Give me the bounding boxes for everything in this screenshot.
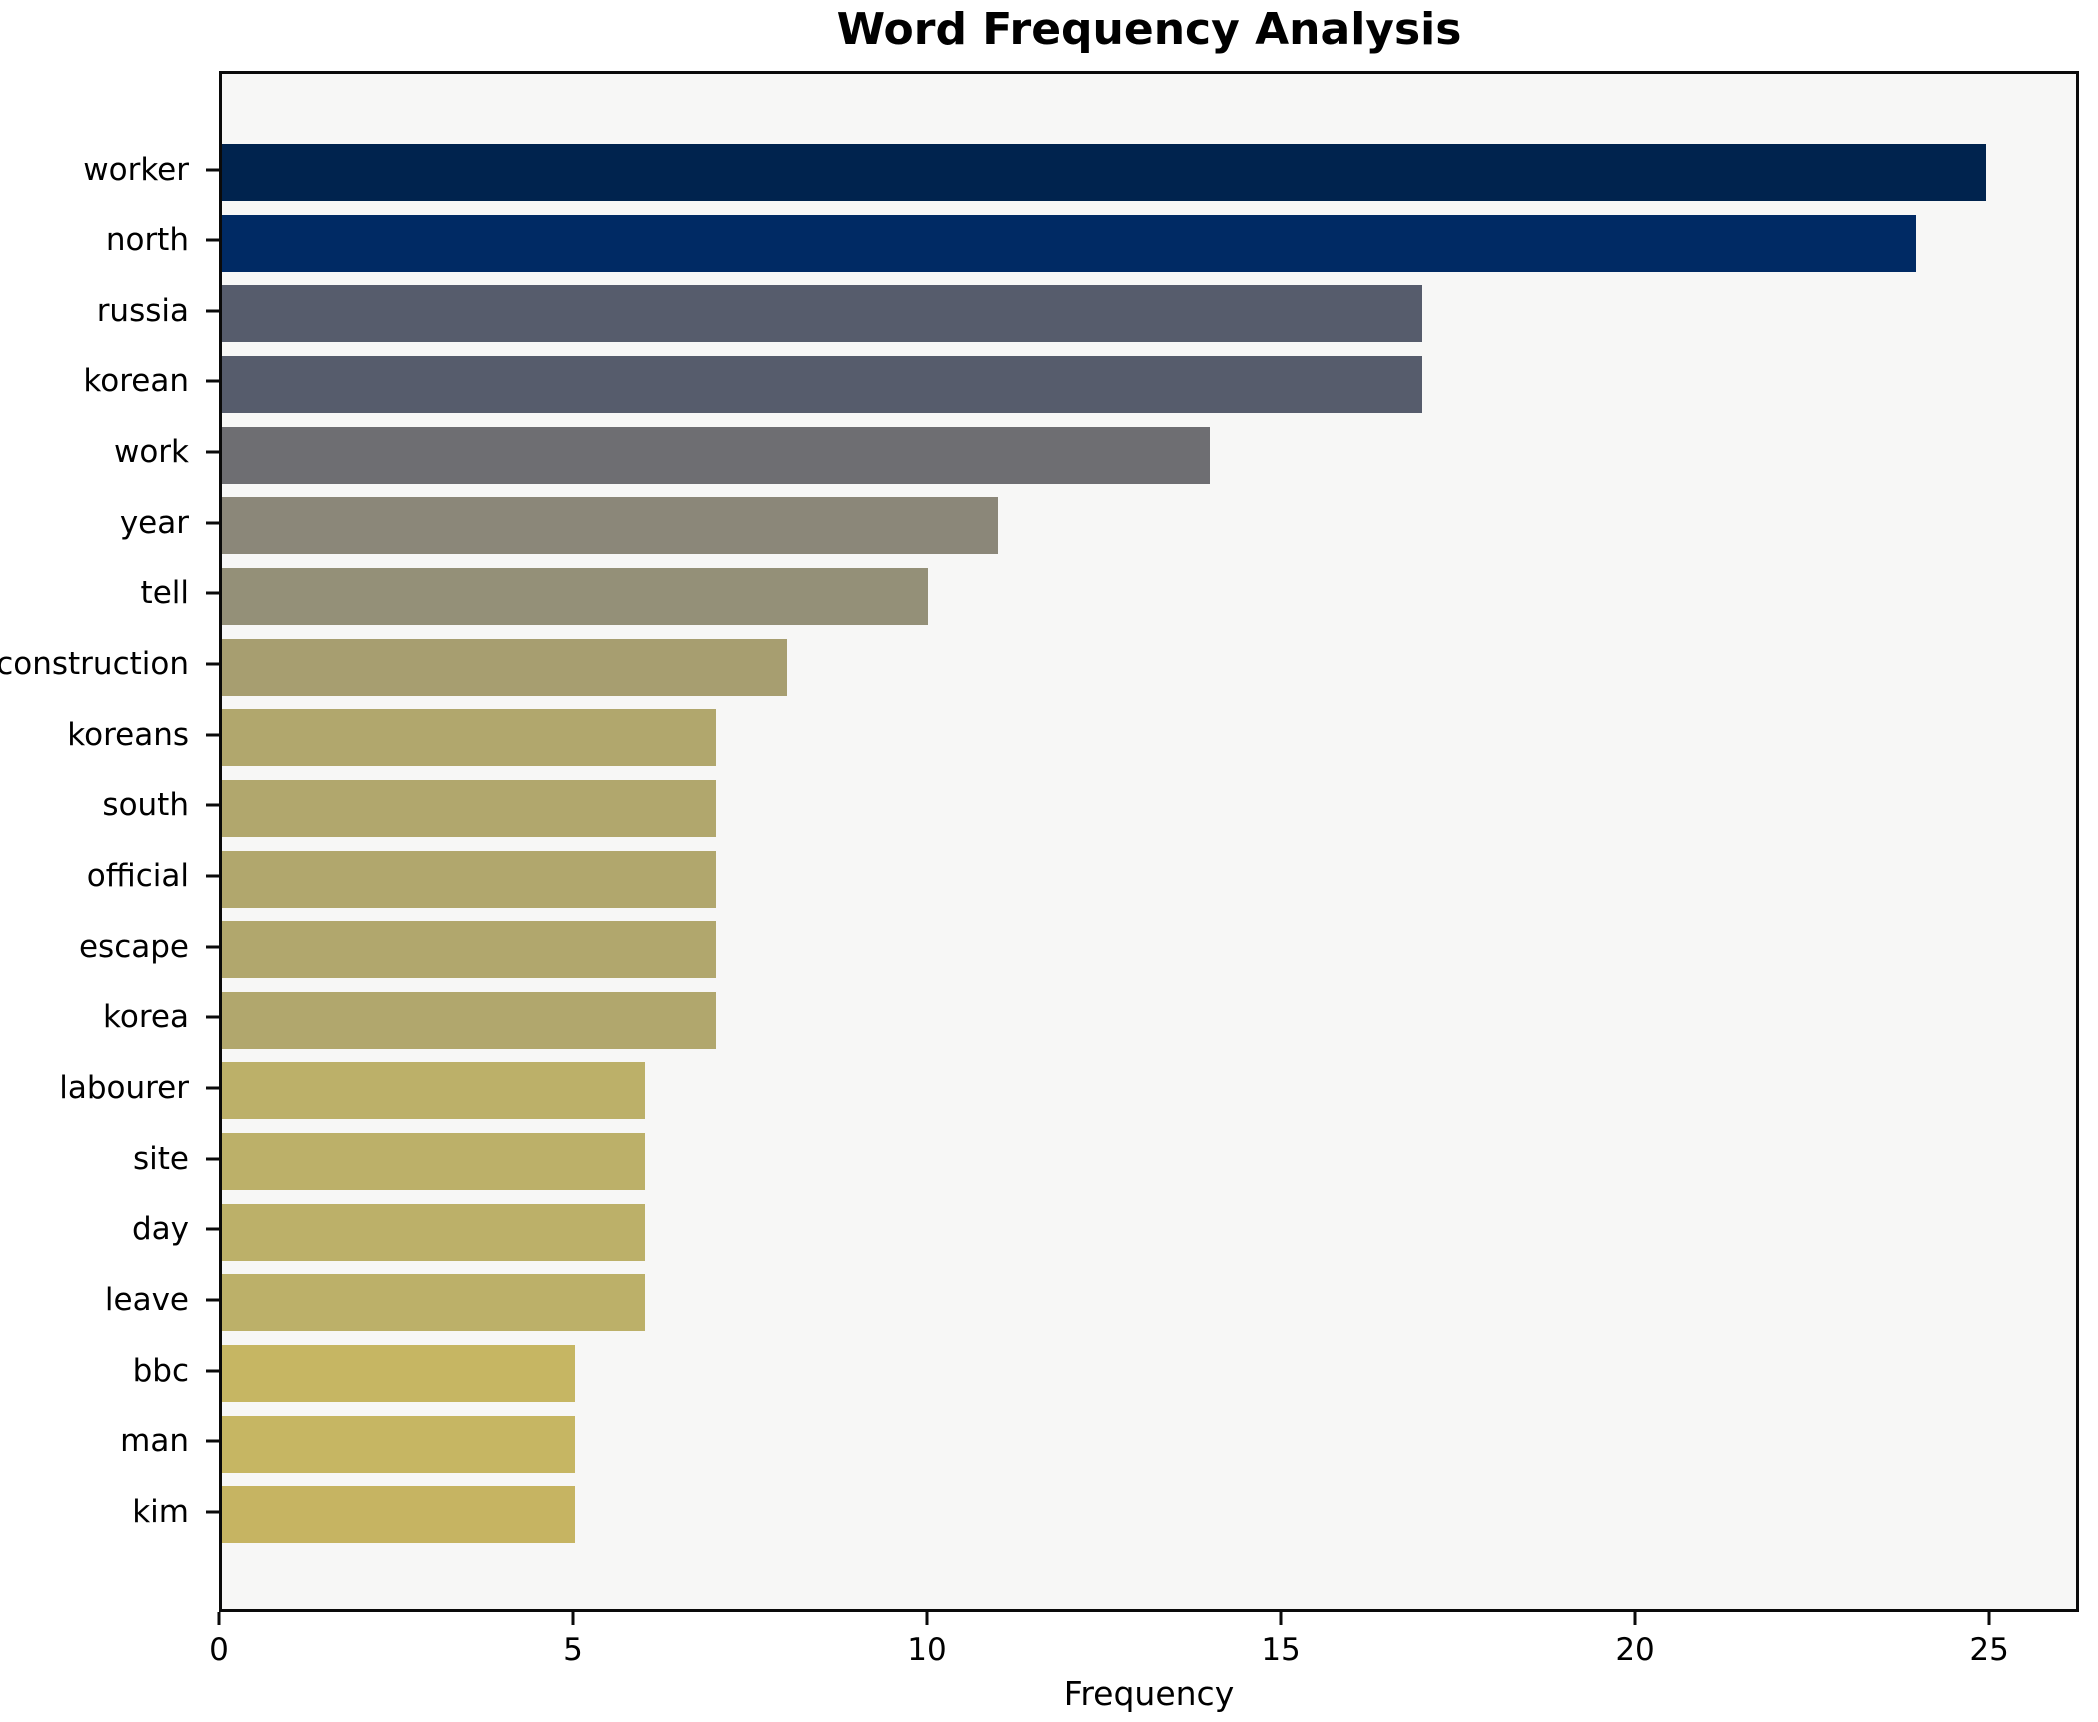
y-tick-label-day: day	[131, 1211, 189, 1248]
bar-official	[222, 850, 717, 908]
bar-koreans	[222, 709, 717, 767]
bar-worker	[222, 144, 1987, 201]
y-tick-label-north: north	[105, 222, 189, 259]
y-tick-mark	[206, 1227, 219, 1231]
y-tick-mark	[206, 945, 219, 949]
bar-russia	[222, 285, 1422, 343]
x-tick-label-20: 20	[1615, 1632, 1655, 1668]
bar-south	[222, 779, 717, 837]
y-tick-mark	[206, 1157, 219, 1161]
bar-work	[222, 426, 1211, 484]
y-tick-mark	[206, 1298, 219, 1302]
y-tick-label-leave: leave	[104, 1281, 189, 1318]
y-tick-mark	[206, 591, 219, 595]
bar-korean	[222, 355, 1422, 413]
bar-labourer	[222, 1062, 646, 1120]
y-tick-label-russia: russia	[96, 292, 189, 329]
bar-construction	[222, 638, 787, 696]
y-tick-mark	[206, 521, 219, 525]
y-tick-label-work: work	[113, 434, 189, 471]
y-tick-mark	[206, 874, 219, 878]
x-tick-label-15: 15	[1261, 1632, 1301, 1668]
y-tick-mark	[206, 1439, 219, 1443]
y-tick-label-official: official	[86, 858, 189, 894]
y-tick-label-bbc: bbc	[132, 1352, 189, 1389]
bar-tell	[222, 567, 928, 625]
y-tick-mark	[206, 733, 219, 737]
y-tick-label-kim: kim	[132, 1493, 189, 1530]
y-tick-label-construction: construction	[0, 646, 189, 683]
x-axis: 0 5 10 15 20 25 Frequency	[209, 1612, 2079, 1722]
x-tick-label-25: 25	[1969, 1632, 2009, 1668]
x-tick-label-10: 10	[907, 1632, 947, 1668]
y-tick-label-korea: korea	[103, 999, 189, 1036]
bar-korea	[222, 991, 717, 1049]
bar-escape	[222, 921, 717, 979]
x-tick-mark	[1987, 1612, 1991, 1625]
chart-title: Word Frequency Analysis	[836, 4, 1462, 55]
y-tick-mark	[206, 662, 219, 666]
y-tick-label-south: south	[102, 787, 189, 824]
y-tick-mark	[206, 1510, 219, 1514]
x-tick-label-0: 0	[209, 1632, 229, 1668]
bar-bbc	[222, 1345, 575, 1403]
plot-area	[219, 71, 2079, 1612]
y-tick-mark	[206, 379, 219, 383]
y-tick-mark	[206, 1086, 219, 1090]
y-tick-label-koreans: koreans	[67, 716, 189, 753]
x-tick-mark	[571, 1612, 575, 1625]
y-tick-mark	[206, 803, 219, 807]
y-tick-mark	[206, 238, 219, 242]
y-axis: worker north russia korean work year tell const…	[0, 71, 219, 1612]
x-tick-mark	[217, 1612, 221, 1625]
y-tick-label-tell: tell	[140, 575, 189, 612]
y-tick-mark	[206, 168, 219, 171]
y-tick-label-site: site	[133, 1140, 189, 1177]
y-tick-label-man: man	[120, 1423, 189, 1460]
y-tick-mark	[206, 450, 219, 454]
x-tick-label-5: 5	[563, 1632, 583, 1668]
y-tick-label-worker: worker	[83, 151, 189, 188]
bar-leave	[222, 1274, 646, 1332]
y-tick-label-year: year	[119, 504, 189, 541]
x-tick-mark	[925, 1612, 929, 1625]
bar-day	[222, 1203, 646, 1261]
x-tick-mark	[1633, 1612, 1637, 1625]
x-axis-title: Frequency	[1063, 1674, 1235, 1713]
y-tick-label-escape: escape	[78, 928, 189, 965]
bar-kim	[222, 1486, 575, 1544]
bar-man	[222, 1415, 575, 1473]
y-tick-label-korean: korean	[83, 363, 189, 400]
bar-north	[222, 214, 1916, 272]
y-tick-label-labourer: labourer	[59, 1069, 189, 1106]
x-tick-mark	[1279, 1612, 1283, 1625]
bar-year	[222, 497, 999, 555]
y-tick-mark	[206, 1015, 219, 1019]
y-tick-mark	[206, 1369, 219, 1373]
bar-site	[222, 1133, 646, 1191]
y-tick-mark	[206, 309, 219, 313]
